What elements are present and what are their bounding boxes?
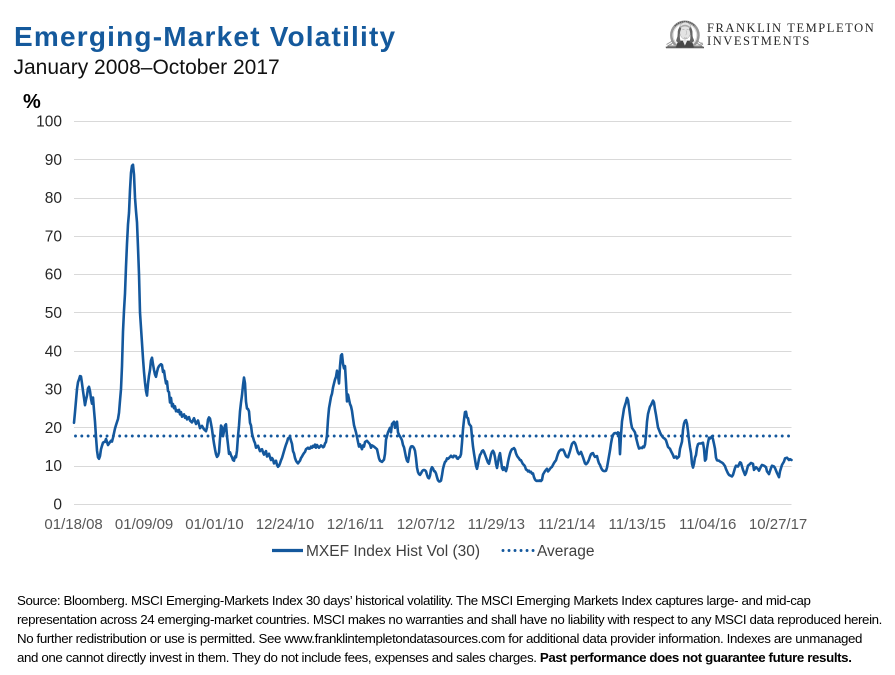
svg-text:20: 20 <box>45 420 63 437</box>
svg-text:50: 50 <box>45 305 63 322</box>
svg-text:Average: Average <box>537 543 594 560</box>
svg-text:12/07/12: 12/07/12 <box>397 516 455 533</box>
svg-text:30: 30 <box>45 382 63 399</box>
svg-text:12/16/11: 12/16/11 <box>327 516 384 533</box>
svg-text:MXEF Index Hist Vol (30): MXEF Index Hist Vol (30) <box>306 543 480 560</box>
svg-text:12/24/10: 12/24/10 <box>256 516 314 533</box>
svg-text:01/01/10: 01/01/10 <box>185 516 243 533</box>
svg-text:01/18/08: 01/18/08 <box>44 516 102 533</box>
svg-text:60: 60 <box>45 267 63 284</box>
svg-text:11/04/16: 11/04/16 <box>679 516 736 533</box>
svg-text:10: 10 <box>45 458 63 475</box>
svg-text:11/29/13: 11/29/13 <box>468 516 525 533</box>
svg-text:100: 100 <box>36 114 62 131</box>
svg-text:40: 40 <box>45 343 63 360</box>
svg-text:01/09/09: 01/09/09 <box>115 516 173 533</box>
svg-text:90: 90 <box>45 152 63 169</box>
svg-text:11/13/15: 11/13/15 <box>609 516 666 533</box>
svg-text:11/21/14: 11/21/14 <box>538 516 595 533</box>
svg-text:70: 70 <box>45 228 63 245</box>
svg-text:0: 0 <box>53 497 62 514</box>
svg-text:10/27/17: 10/27/17 <box>749 516 807 533</box>
svg-text:80: 80 <box>45 190 63 207</box>
